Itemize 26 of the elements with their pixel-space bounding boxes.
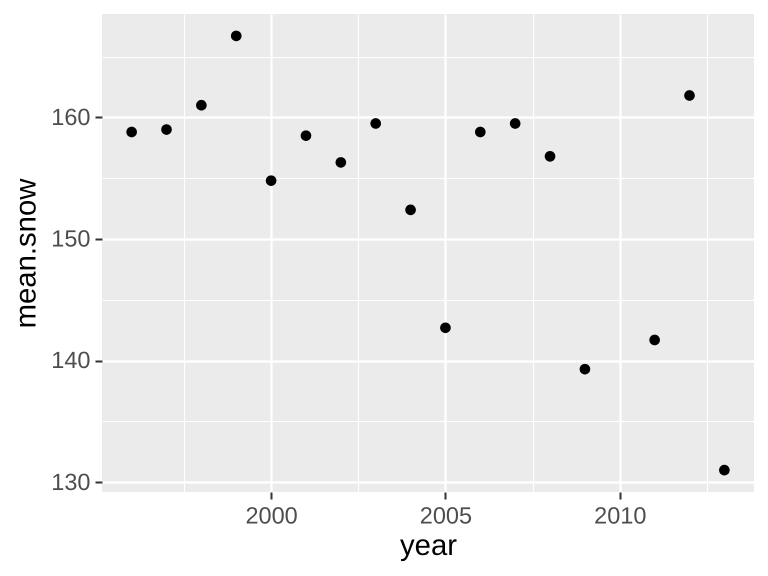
point [126, 126, 137, 138]
x-axis-title: year [400, 529, 458, 562]
point [474, 126, 486, 138]
point [336, 157, 346, 168]
point [649, 334, 660, 346]
y-axis-title: mean.snow [9, 178, 42, 328]
y-tick-label: 130 [51, 468, 90, 495]
point [405, 204, 416, 216]
point [719, 464, 730, 476]
point [684, 90, 695, 101]
y-tick-label: 150 [51, 226, 90, 252]
x-tick-label: 2010 [594, 502, 646, 528]
point [510, 118, 520, 129]
y-tick-label: 140 [51, 347, 90, 374]
point [300, 130, 312, 141]
point [196, 100, 207, 111]
point [544, 151, 556, 162]
point [580, 364, 590, 374]
x-tick-label: 2000 [245, 502, 298, 528]
y-tick-label: 160 [51, 104, 90, 130]
point [266, 175, 276, 186]
x-tick-label: 2005 [420, 502, 472, 528]
point [440, 322, 451, 334]
point [230, 30, 242, 42]
point [161, 124, 172, 135]
point [370, 118, 382, 129]
